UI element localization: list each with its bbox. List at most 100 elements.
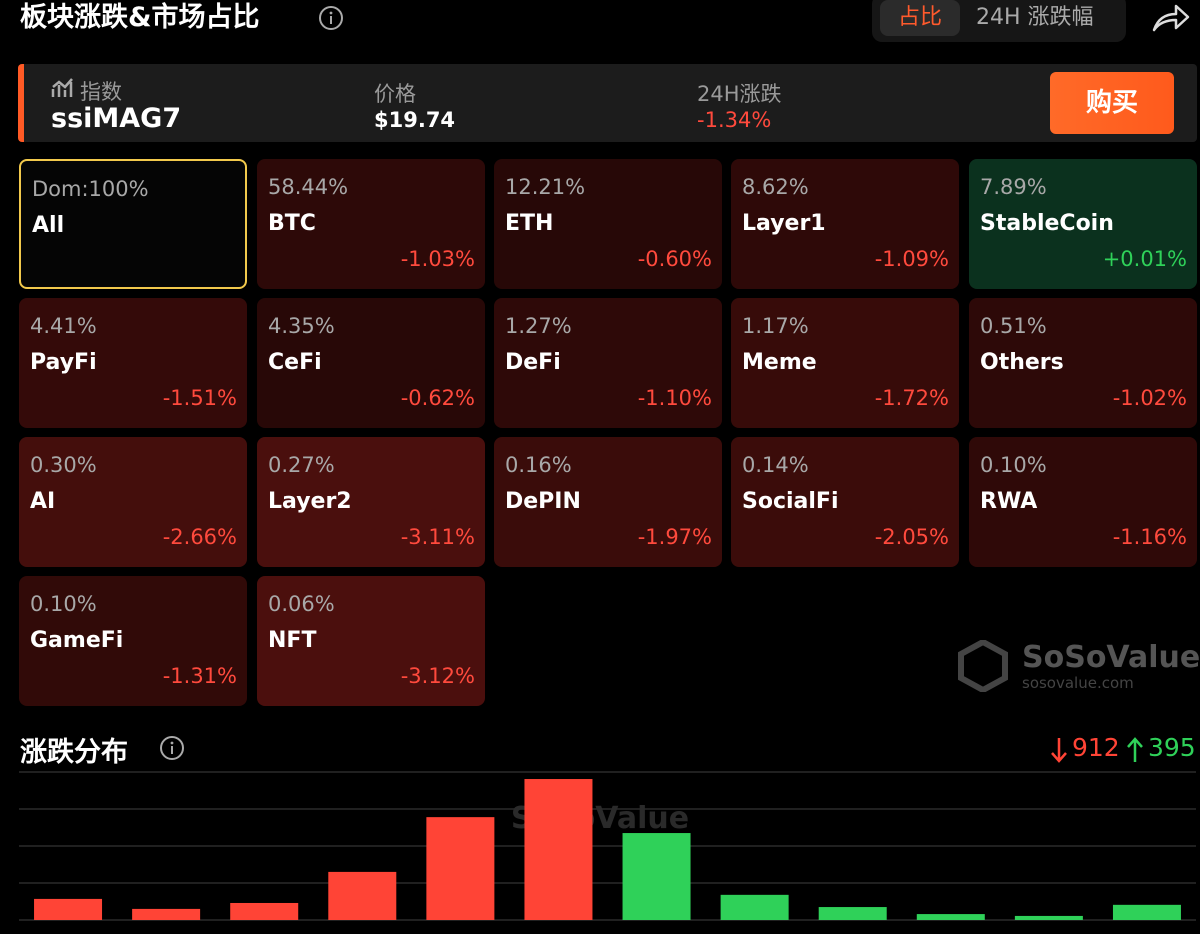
tab[interactable]: 占比: [880, 0, 960, 36]
bar: [34, 898, 103, 920]
tile-name: AI: [30, 489, 56, 514]
tile-dominance: 4.41%: [30, 314, 97, 338]
index-change: -1.34%: [697, 108, 772, 132]
section-title: 涨跌分布: [20, 737, 128, 768]
tile-name: CeFi: [268, 350, 322, 375]
tile-change: -1.02%: [1112, 386, 1187, 410]
tile-name: Layer1: [742, 211, 826, 236]
tile-change: -1.03%: [400, 247, 475, 271]
share-icon[interactable]: [1150, 2, 1190, 34]
tab[interactable]: 24H 涨跌幅: [976, 5, 1094, 30]
sector-tile[interactable]: 1.27% DeFi -1.10%: [494, 298, 722, 428]
tile-name: SocialFi: [742, 489, 839, 514]
tab-group: 占比 24H 涨跌幅: [872, 0, 1126, 42]
info-icon[interactable]: [318, 5, 344, 31]
sector-tile[interactable]: Dom:100% All: [19, 159, 247, 289]
tile-name: DeFi: [505, 350, 561, 375]
tile-name: NFT: [268, 628, 317, 653]
bar: [1112, 904, 1181, 920]
tile-change: -1.16%: [1112, 525, 1187, 549]
tile-dominance: 1.17%: [742, 314, 809, 338]
sector-tile[interactable]: 0.06% NFT -3.12%: [257, 576, 485, 706]
index-name: ssiMAG7: [51, 103, 182, 134]
bar: [426, 817, 495, 920]
tile-change: -3.11%: [400, 525, 475, 549]
down-arrow: [1051, 738, 1067, 763]
watermark-brand: SoSoValue: [1022, 640, 1200, 675]
sector-tile[interactable]: 58.44% BTC -1.03%: [257, 159, 485, 289]
sector-tile[interactable]: 4.35% CeFi -0.62%: [257, 298, 485, 428]
tile-dominance: 0.30%: [30, 453, 97, 477]
tile-name: Others: [980, 350, 1064, 375]
tile-name: BTC: [268, 211, 316, 236]
tile-change: -1.31%: [162, 664, 237, 688]
tile-dominance: 0.10%: [980, 453, 1047, 477]
tile-name: Layer2: [268, 489, 352, 514]
index-card: [18, 64, 1197, 142]
tile-dominance: 0.06%: [268, 592, 335, 616]
sector-tile[interactable]: 0.14% SocialFi -2.05%: [731, 437, 959, 567]
tile-change: -1.51%: [162, 386, 237, 410]
watermark-site: sosovalue.com: [1022, 674, 1134, 692]
tile-dominance: 7.89%: [980, 175, 1047, 199]
tile-change: -2.66%: [162, 525, 237, 549]
tile-name: PayFi: [30, 350, 97, 375]
tile-change: -1.10%: [637, 386, 712, 410]
info-icon[interactable]: [159, 735, 185, 761]
bar: [524, 779, 593, 920]
change-label: 24H涨跌: [697, 82, 782, 106]
tile-dominance: 0.16%: [505, 453, 572, 477]
tile-name: ETH: [505, 211, 554, 236]
bar: [720, 894, 789, 920]
sector-tile[interactable]: 0.16% DePIN -1.97%: [494, 437, 722, 567]
sector-tile[interactable]: 7.89% StableCoin +0.01%: [969, 159, 1197, 289]
tile-dominance: 0.10%: [30, 592, 97, 616]
sector-tile[interactable]: 0.10% RWA -1.16%: [969, 437, 1197, 567]
page-title: 板块涨跌&市场占比: [20, 2, 260, 33]
sector-tile[interactable]: 1.17% Meme -1.72%: [731, 298, 959, 428]
bar: [1014, 915, 1083, 920]
sector-tile[interactable]: 0.51% Others -1.02%: [969, 298, 1197, 428]
watermark-logo: [958, 640, 1008, 692]
tile-change: -1.97%: [637, 525, 712, 549]
tile-change: +0.01%: [1102, 247, 1187, 271]
tile-dominance: 0.27%: [268, 453, 335, 477]
tile-change: -1.72%: [874, 386, 949, 410]
tile-name: DePIN: [505, 489, 581, 514]
tile-name: RWA: [980, 489, 1038, 514]
sector-tile[interactable]: 0.27% Layer2 -3.11%: [257, 437, 485, 567]
index-tag: 指数: [80, 80, 122, 104]
bar: [132, 908, 201, 920]
up-count: 395: [1148, 733, 1196, 762]
bar: [622, 833, 691, 920]
tile-change: -2.05%: [874, 525, 949, 549]
tile-change: -0.60%: [637, 247, 712, 271]
tile-dominance: 0.14%: [742, 453, 809, 477]
sector-tile[interactable]: 4.41% PayFi -1.51%: [19, 298, 247, 428]
tile-dominance: 4.35%: [268, 314, 335, 338]
tile-dominance: 12.21%: [505, 175, 586, 199]
tile-change: -0.62%: [400, 386, 475, 410]
tile-dominance: 8.62%: [742, 175, 809, 199]
price-label: 价格: [374, 82, 416, 106]
tile-name: All: [32, 213, 65, 238]
tile-dominance: Dom:100%: [32, 177, 149, 201]
bar: [230, 902, 299, 920]
bar: [818, 907, 887, 920]
sector-tile[interactable]: 8.62% Layer1 -1.09%: [731, 159, 959, 289]
tile-dominance: 1.27%: [505, 314, 572, 338]
tile-change: -1.09%: [874, 247, 949, 271]
down-count: 912: [1072, 733, 1120, 762]
distribution-chart: SoSoValue: [19, 771, 1196, 921]
buy-button[interactable]: 购买: [1050, 72, 1174, 134]
sector-tile[interactable]: 0.10% GameFi -1.31%: [19, 576, 247, 706]
tile-name: Meme: [742, 350, 817, 375]
sector-tile[interactable]: 12.21% ETH -0.60%: [494, 159, 722, 289]
bar: [916, 914, 985, 920]
sector-tile[interactable]: 0.30% AI -2.66%: [19, 437, 247, 567]
price: $19.74: [374, 108, 456, 132]
tile-dominance: 58.44%: [268, 175, 349, 199]
bar: [328, 871, 397, 920]
tile-dominance: 0.51%: [980, 314, 1047, 338]
